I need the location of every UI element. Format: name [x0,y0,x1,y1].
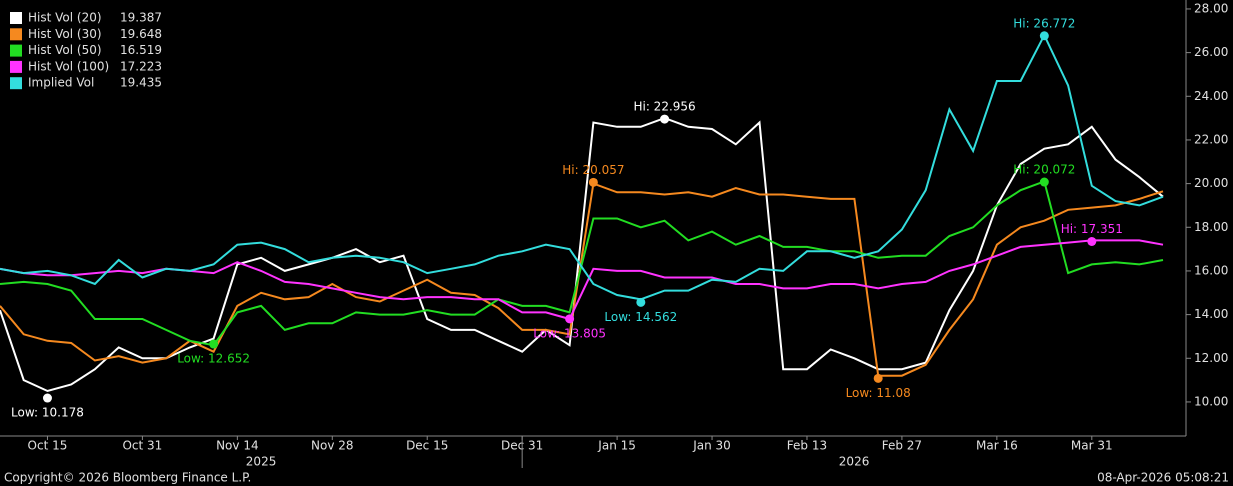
y-tick-label: 22.00 [1194,132,1228,146]
annotation-marker [1039,177,1049,187]
legend-label: Hist Vol (20) [28,11,102,25]
legend-swatch [10,44,22,57]
annotation-marker [588,177,598,187]
annotation-marker [209,339,219,349]
y-tick-label: 18.00 [1194,220,1228,234]
annotation-label: Low: 12.652 [177,352,250,366]
copyright: Copyright© 2026 Bloomberg Finance L.P. [4,471,251,485]
x-tick-label: Oct 31 [122,439,162,453]
annotation-marker [42,393,52,403]
legend-label: Hist Vol (50) [28,43,102,57]
legend-value: 19.648 [120,27,162,41]
x-tick-label: Feb 27 [882,439,922,453]
y-tick-label: 10.00 [1194,394,1228,408]
annotation-marker [1039,31,1049,41]
x-tick-label: Jan 30 [692,439,731,453]
y-tick-label: 20.00 [1194,176,1228,190]
annotation-label: Hi: 20.057 [562,163,624,177]
series-line [0,32,1164,301]
year-label: 2026 [839,455,870,469]
annotation-label: Low: 10.178 [11,406,84,420]
legend-value: 17.223 [120,59,162,73]
legend-swatch [10,77,22,90]
annotation-label: Low: 11.08 [846,386,911,400]
legend-label: Hist Vol (100) [28,59,109,73]
annotation-marker [873,373,883,383]
annotation-label: Low: 14.562 [604,310,677,324]
legend-value: 16.519 [120,43,162,57]
y-tick-label: 14.00 [1194,307,1228,321]
y-tick-label: 16.00 [1194,263,1228,277]
x-tick-label: Mar 16 [976,439,1018,453]
annotation-label: Low: 13.805 [533,326,606,340]
x-tick-label: Dec 15 [406,439,448,453]
timestamp: 08-Apr-2026 05:08:21 [1097,471,1229,485]
annotation-label: Hi: 20.072 [1013,163,1075,177]
legend-value: 19.387 [120,11,162,25]
legend-swatch [10,12,22,24]
y-tick-label: 26.00 [1194,45,1228,59]
y-tick-label: 12.00 [1194,351,1228,365]
x-tick-label: Oct 15 [28,439,68,453]
annotation-label: Hi: 22.956 [633,100,695,114]
series-line [0,239,1164,321]
legend-swatch [10,60,22,73]
annotation-marker [1087,236,1097,246]
x-tick-label: Feb 13 [787,439,827,453]
x-tick-label: Jan 15 [597,439,636,453]
annotation-marker [636,297,646,307]
x-tick-label: Nov 28 [311,439,354,453]
annotation-label: Hi: 17.351 [1061,222,1123,236]
x-tick-label: Mar 31 [1071,439,1113,453]
legend-value: 19.435 [120,76,162,90]
y-tick-label: 28.00 [1194,1,1228,15]
series-line [0,182,1164,377]
legend-label: Hist Vol (30) [28,27,102,41]
y-tick-label: 24.00 [1194,89,1228,103]
legend-swatch [10,28,22,41]
annotation-marker [565,314,575,324]
annotation-marker [660,114,670,124]
legend-label: Implied Vol [28,76,94,90]
series-line [0,117,1164,393]
annotation-label: Hi: 26.772 [1013,16,1075,30]
x-tick-label: Nov 14 [216,439,259,453]
year-label: 2025 [246,455,277,469]
